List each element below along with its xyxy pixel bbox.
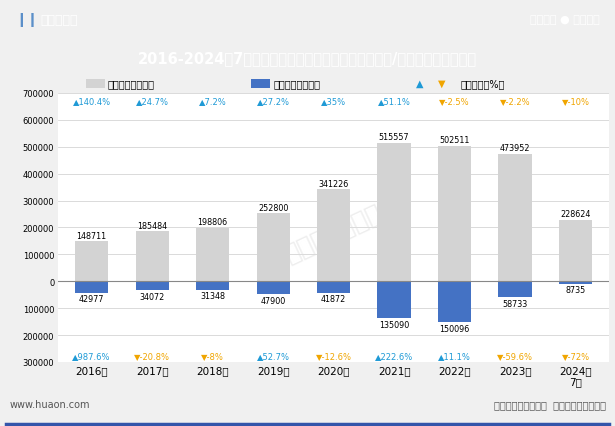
Text: ▼: ▼	[438, 78, 446, 89]
Text: 34072: 34072	[140, 292, 165, 301]
Text: ▲11.1%: ▲11.1%	[438, 351, 471, 360]
Text: ▼-10%: ▼-10%	[561, 96, 590, 105]
Bar	[75, 282, 108, 293]
Bar	[317, 190, 351, 282]
Text: 252800: 252800	[258, 203, 288, 212]
Bar	[196, 282, 229, 290]
Bar	[378, 282, 411, 318]
Text: 341226: 341226	[319, 179, 349, 188]
Text: ▲51.1%: ▲51.1%	[378, 96, 411, 105]
Bar	[317, 282, 351, 293]
Bar	[196, 228, 229, 282]
Bar	[499, 154, 532, 282]
Bar	[438, 147, 471, 282]
Text: 31348: 31348	[200, 291, 225, 300]
Text: 进口额（千美元）: 进口额（千美元）	[273, 78, 320, 89]
Text: 198806: 198806	[197, 218, 228, 227]
Text: ❙❙: ❙❙	[15, 13, 39, 27]
Text: 华经情报网: 华经情报网	[40, 14, 77, 26]
Text: ▲27.2%: ▲27.2%	[256, 96, 290, 105]
Bar	[256, 282, 290, 294]
Text: ▲987.6%: ▲987.6%	[73, 351, 111, 360]
Text: ▲222.6%: ▲222.6%	[375, 351, 413, 360]
Text: 出口额（千美元）: 出口额（千美元）	[108, 78, 155, 89]
Bar	[251, 79, 271, 88]
Text: ▲52.7%: ▲52.7%	[256, 351, 290, 360]
Bar	[499, 282, 532, 297]
Bar	[256, 214, 290, 282]
Text: ▲7.2%: ▲7.2%	[199, 96, 226, 105]
Text: 专业严谨 ● 客观科学: 专业严谨 ● 客观科学	[530, 15, 600, 25]
Text: 8735: 8735	[565, 285, 585, 294]
Text: 502511: 502511	[440, 136, 470, 145]
Text: 473952: 473952	[500, 144, 530, 153]
Text: 515557: 515557	[379, 132, 410, 141]
Text: ▲140.4%: ▲140.4%	[73, 96, 111, 105]
Text: 同比增长（%）: 同比增长（%）	[460, 78, 505, 89]
Text: ▲35%: ▲35%	[321, 96, 346, 105]
Text: ▼-12.6%: ▼-12.6%	[315, 351, 352, 360]
Bar	[135, 282, 169, 291]
Text: ▲: ▲	[416, 78, 424, 89]
Bar	[559, 282, 592, 284]
Text: ▼-20.8%: ▼-20.8%	[134, 351, 170, 360]
Text: 135090: 135090	[379, 320, 409, 329]
Text: 42977: 42977	[79, 295, 105, 304]
Bar	[75, 242, 108, 282]
Text: 41872: 41872	[321, 294, 346, 303]
Text: ▼-72%: ▼-72%	[561, 351, 590, 360]
Text: 148711: 148711	[77, 231, 107, 240]
Text: ▼-8%: ▼-8%	[201, 351, 224, 360]
Text: 228624: 228624	[560, 210, 591, 219]
Bar	[135, 232, 169, 282]
Bar	[438, 282, 471, 322]
Text: 185484: 185484	[137, 221, 167, 230]
Bar	[559, 220, 592, 282]
Text: ▼-59.6%: ▼-59.6%	[497, 351, 533, 360]
Text: www.huaon.com: www.huaon.com	[9, 399, 90, 409]
Bar	[378, 143, 411, 282]
Text: 华经产业研究院: 华经产业研究院	[281, 200, 386, 266]
Text: 2016-2024年7月井冈山经济技术开发区（境内目的地/货源地）进、出口额: 2016-2024年7月井冈山经济技术开发区（境内目的地/货源地）进、出口额	[138, 51, 477, 66]
Text: 47900: 47900	[261, 296, 286, 305]
Text: 58733: 58733	[502, 299, 528, 308]
Text: 150096: 150096	[440, 325, 470, 334]
Text: ▼-2.5%: ▼-2.5%	[439, 96, 470, 105]
Text: 资料来源：中国海关  华经产业研究院整理: 资料来源：中国海关 华经产业研究院整理	[494, 399, 606, 409]
Text: ▲24.7%: ▲24.7%	[136, 96, 169, 105]
Text: ▼-2.2%: ▼-2.2%	[500, 96, 530, 105]
Bar	[86, 79, 105, 88]
